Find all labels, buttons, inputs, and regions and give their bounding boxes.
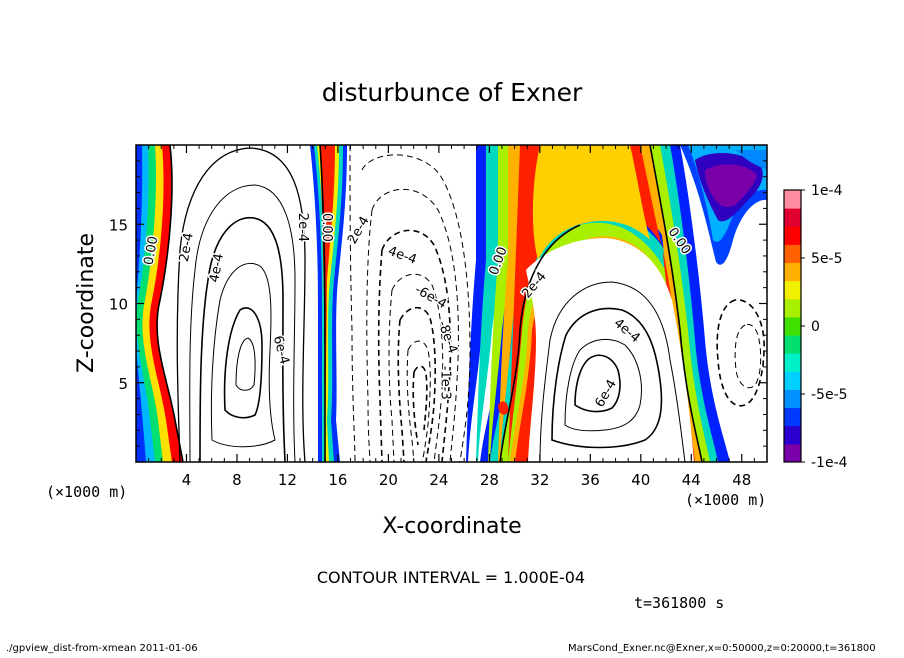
x-tick-label: 28 [480,471,499,489]
y-axis-label: Z-coordinate [74,233,99,373]
colorbar-segment [784,244,801,264]
chart-title: disturbunce of Exner [322,78,583,107]
x-tick-label: 24 [429,471,448,489]
colorbar-segment [784,262,801,282]
colorbar: 1e-4 5e-5 0 -5e-5 -1e-4 [783,183,848,471]
color-band-center-right [466,145,730,462]
y-tick-label: 10 [109,296,128,314]
colorbar-segment [784,208,801,227]
colorbar-segment [784,371,801,390]
colorbar-label: 0 [811,319,820,335]
x-tick-label: 48 [732,471,751,489]
x-tick-label: 40 [631,471,650,489]
colorbar-segment [784,226,801,245]
contour-label: 2e-4 [177,232,197,263]
x-tick-label: 44 [682,471,701,489]
footer-left: ./gpview_dist-from-xmean 2011-01-06 [6,643,198,654]
colorbar-segment [784,316,801,336]
colorbar-label: 5e-5 [811,251,842,267]
contour-label: -1e-3 [437,366,452,400]
plot-area: 0.00 2e-44e-46e-42e-4 0.00 2e-44e-4-6e-4-8e… [136,145,767,462]
x-tick-label: 16 [328,471,347,489]
colorbar-segment [784,280,801,300]
x-tick-label: 36 [581,471,600,489]
x-unit-left: (×1000 m) [46,483,127,501]
contour-label: 0.00 [142,235,162,266]
colorbar-segment [784,443,801,463]
colorbar-segment [784,190,801,209]
colorbar-segment [784,407,801,427]
x-tick-label: 32 [530,471,549,489]
contour-label: 2e-4 [295,213,310,242]
x-tick-label: 8 [232,471,242,489]
colorbar-segment [784,335,801,354]
y-tick-label: 5 [118,375,128,393]
x-unit-right: (×1000 m) [685,491,766,509]
colorbar-segment [784,389,801,409]
time-annotation: t=361800 s [634,594,724,612]
y-tick-label: 15 [109,216,128,234]
x-tick-label: 12 [278,471,297,489]
colorbar-segment [784,425,801,445]
x-tick-label: 4 [182,471,192,489]
color-band-center-left [310,145,347,462]
contour-label: 0.00 [319,213,334,242]
x-axis-label: X-coordinate [382,514,521,539]
contour-interval-text: CONTOUR INTERVAL = 1.000E-04 [317,568,585,587]
colorbar-segment [784,353,801,372]
y-axis: 5 10 15 [109,160,767,447]
x-axis: 4 8 12 16 20 24 28 32 36 40 44 48 [148,145,755,489]
color-band-right [680,145,767,265]
colorbar-label: 1e-4 [811,183,843,199]
footer-right: MarsCond_Exner.nc@Exner,x=0:50000,z=0:20… [568,643,876,654]
contour-label: 4e-4 [207,252,227,283]
colorbar-label: -5e-5 [811,387,848,403]
colorbar-segment [784,298,801,318]
contour-lines [156,145,765,462]
x-tick-label: 20 [379,471,398,489]
colorbar-label: -1e-4 [811,455,848,471]
